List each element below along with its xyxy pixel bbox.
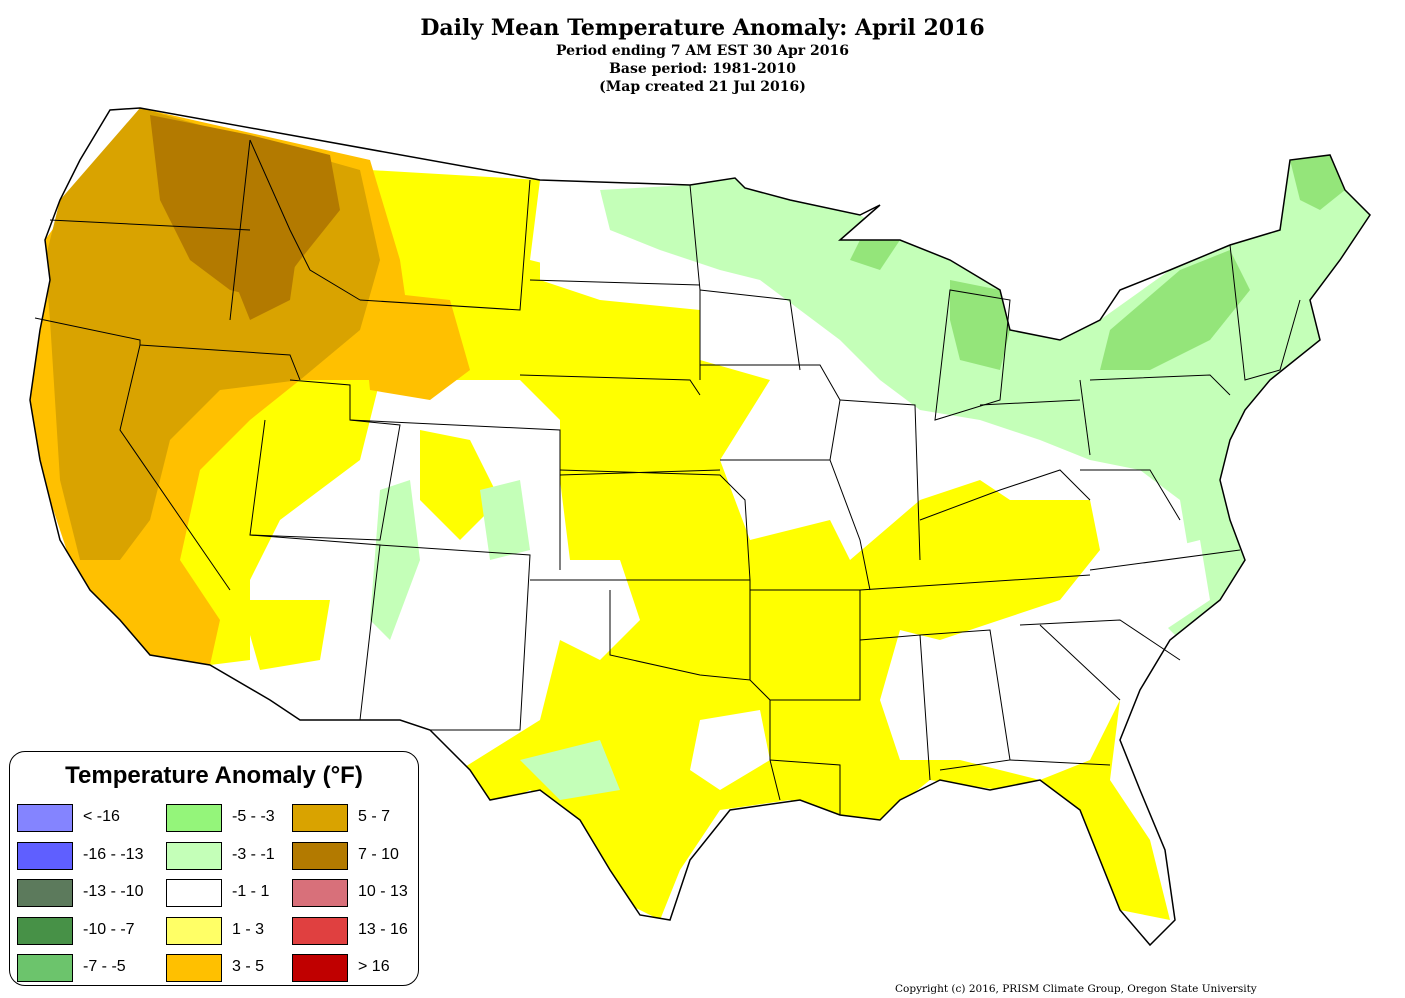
border-tn-ky xyxy=(859,574,1091,591)
border-mi-peninsula xyxy=(934,289,1011,421)
border-nv-id xyxy=(139,344,301,381)
border-nm xyxy=(379,544,531,731)
border-va-nc xyxy=(1089,549,1241,571)
legend-title: Temperature Anomaly (°F) xyxy=(65,762,363,789)
border-sd-ne xyxy=(519,374,701,396)
border-or-ca xyxy=(34,317,141,345)
border-wa-or xyxy=(49,219,251,231)
border-nd-sd xyxy=(529,279,701,286)
legend-swatch xyxy=(17,954,73,982)
state-borders xyxy=(34,139,1301,815)
border-ok xyxy=(530,579,751,681)
legend-swatch xyxy=(292,954,348,982)
border-tx-la xyxy=(749,679,781,801)
border-ga-sc xyxy=(1039,624,1121,701)
legend-swatch xyxy=(166,954,222,982)
border-wv-va xyxy=(1080,469,1181,521)
border-new-england xyxy=(1229,244,1301,381)
legend-swatch xyxy=(17,916,73,945)
border-ia xyxy=(700,364,841,461)
border-ne-ks xyxy=(559,469,721,476)
legend-label: 13 - 16 xyxy=(358,920,408,938)
legend-swatch xyxy=(17,879,73,907)
map-base-period: Base period: 1981-2010 xyxy=(609,61,796,77)
border-pa-ny xyxy=(1089,374,1231,396)
border-id-west xyxy=(229,139,251,321)
legend-label: 5 - 7 xyxy=(358,808,391,825)
legend-swatch xyxy=(166,804,222,832)
border-mt-wy xyxy=(359,179,531,311)
legend-swatch xyxy=(17,841,73,870)
anomaly-region-neg3-neg5 xyxy=(850,155,1345,370)
border-il-in xyxy=(839,399,921,561)
us-outline xyxy=(29,107,1371,947)
border-mn-wi xyxy=(699,289,801,371)
map-header: Daily Mean Temperature Anomaly: April 20… xyxy=(0,14,1405,96)
anomaly-region-1-3 xyxy=(170,170,1170,920)
map-title: Daily Mean Temperature Anomaly: April 20… xyxy=(420,15,985,41)
map-period: Period ending 7 AM EST 30 Apr 2016 xyxy=(556,43,849,59)
legend-swatch xyxy=(292,804,348,832)
border-in-oh xyxy=(979,399,1081,406)
legend-label: -16 - -13 xyxy=(83,845,144,863)
legend-label: -3 - -1 xyxy=(232,845,275,863)
legend-swatch xyxy=(292,916,348,945)
border-nc-sc xyxy=(1019,619,1181,661)
border-mo xyxy=(720,459,871,591)
legend-label: -10 - -7 xyxy=(83,920,135,938)
legend: Temperature Anomaly (°F) < -16 -16 - -13 -… xyxy=(9,751,419,986)
border-ar xyxy=(750,589,861,701)
legend-label: < -16 xyxy=(83,808,120,825)
legend-swatch xyxy=(166,841,222,870)
legend-swatch xyxy=(166,879,222,907)
legend-label: 1 - 3 xyxy=(232,920,265,938)
copyright: Copyright (c) 2016, PRISM Climate Group,… xyxy=(895,983,1257,995)
legend-label: -13 - -10 xyxy=(83,883,144,900)
border-la-ms xyxy=(769,759,841,815)
anomaly-region-neutral-pockets xyxy=(420,180,1210,790)
legend-swatch xyxy=(166,916,222,945)
border-wy-co xyxy=(349,419,561,570)
border-ky-oh xyxy=(919,469,1091,521)
legend-label: 10 - 13 xyxy=(358,883,408,900)
border-ca-nv xyxy=(119,344,231,591)
legend-label: -1 - 1 xyxy=(232,883,270,900)
legend-swatch xyxy=(292,879,348,907)
legend-label: 3 - 5 xyxy=(232,958,265,975)
map-created-date: (Map created 21 Jul 2016) xyxy=(599,79,806,95)
legend-label: -5 - -3 xyxy=(232,808,275,825)
legend-swatch xyxy=(17,804,73,832)
border-al-ga xyxy=(919,629,1011,771)
legend-label: 7 - 10 xyxy=(358,845,399,863)
border-oh-pa xyxy=(1079,379,1091,456)
legend-label: > 16 xyxy=(358,958,390,975)
legend-swatch xyxy=(292,841,348,870)
border-ga-fl xyxy=(1009,759,1111,766)
legend-label: -7 - -5 xyxy=(83,958,126,975)
border-id-mt xyxy=(249,139,361,301)
